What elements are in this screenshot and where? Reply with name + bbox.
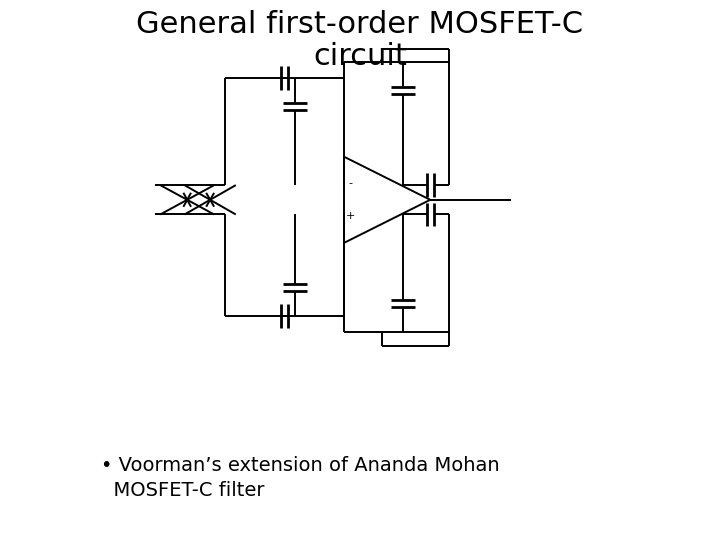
- Text: General first-order MOSFET-C
circuit: General first-order MOSFET-C circuit: [136, 10, 584, 71]
- Text: • Voorman’s extension of Ananda Mohan
  MOSFET-C filter: • Voorman’s extension of Ananda Mohan MO…: [101, 456, 500, 500]
- Text: +: +: [346, 211, 356, 221]
- Text: -: -: [348, 179, 353, 188]
